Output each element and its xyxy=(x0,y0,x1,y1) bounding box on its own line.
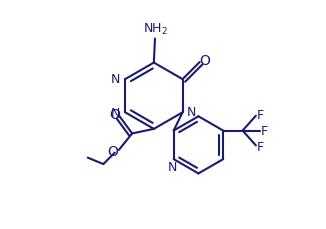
Text: F: F xyxy=(257,140,263,153)
Text: O: O xyxy=(108,144,119,158)
Text: N: N xyxy=(168,160,177,173)
Text: N: N xyxy=(111,107,120,120)
Text: NH$_2$: NH$_2$ xyxy=(142,22,168,37)
Text: N: N xyxy=(187,106,196,119)
Text: F: F xyxy=(261,125,268,137)
Text: O: O xyxy=(109,108,120,121)
Text: F: F xyxy=(257,109,263,122)
Text: N: N xyxy=(111,73,120,86)
Text: O: O xyxy=(199,54,210,68)
